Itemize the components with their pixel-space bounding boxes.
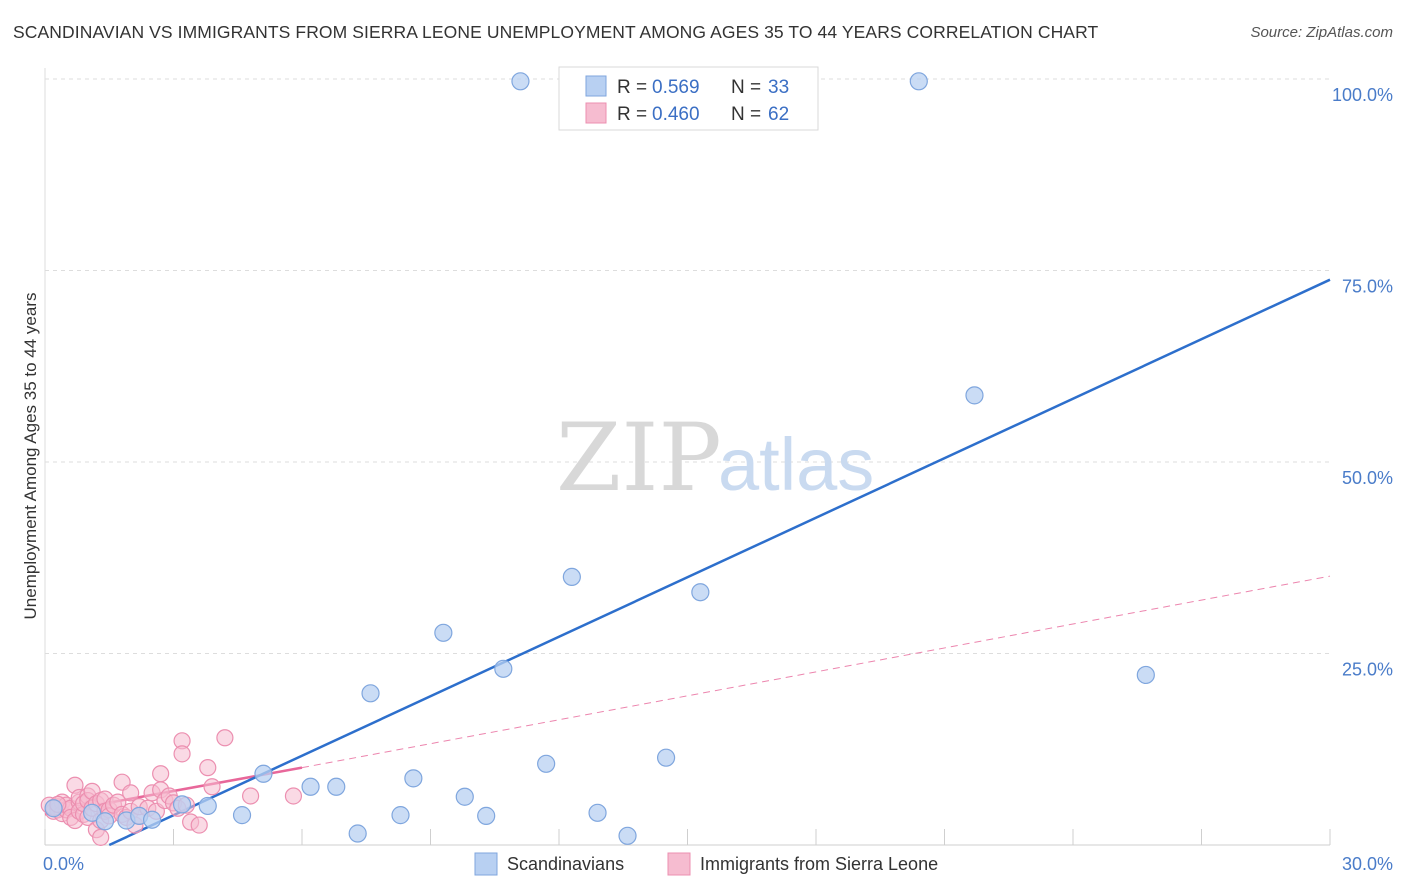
- data-point-scandinavians: [254, 764, 273, 783]
- data-point-scandinavians: [494, 659, 513, 678]
- data-point-scandinavians: [1136, 665, 1155, 685]
- data-point-scandinavians: [511, 72, 530, 91]
- data-point-scandinavians: [477, 806, 496, 825]
- data-point-scandinavians: [83, 803, 102, 822]
- data-point-scandinavians: [361, 684, 380, 703]
- correlation-legend: R = 0.569 N = 33 R = 0.460 N = 62: [558, 66, 819, 131]
- data-point-scandinavians: [391, 806, 410, 825]
- data-point-sierra-leone: [284, 787, 303, 805]
- watermark-atlas: atlas: [718, 423, 874, 506]
- chart-title: SCANDINAVIAN VS IMMIGRANTS FROM SIERRA L…: [13, 22, 1099, 42]
- series-scandinavians: [44, 72, 1155, 845]
- legend-r-label-1: R =: [617, 77, 647, 98]
- data-point-scandinavians: [327, 777, 346, 796]
- trend-line-sierra-leone-extension: [301, 575, 1331, 769]
- legend-swatch-blue: [585, 75, 607, 97]
- bottom-legend-swatch-pink: [667, 852, 691, 876]
- data-point-sierra-leone: [92, 828, 110, 846]
- data-point-scandinavians: [965, 386, 984, 405]
- y-axis-label: Unemployment Among Ages 35 to 44 years: [21, 293, 40, 620]
- legend-n-value-1: 33: [768, 77, 789, 98]
- data-point-scandinavians: [142, 810, 162, 829]
- data-point-sierra-leone: [122, 784, 140, 802]
- bottom-legend-label-scandinavians: Scandinavians: [507, 854, 624, 874]
- data-point-scandinavians: [44, 799, 63, 818]
- data-point-scandinavians: [301, 777, 320, 796]
- y-tick-label: 50.0%: [1342, 468, 1393, 488]
- trend-lines: [44, 278, 1331, 847]
- data-point-scandinavians: [172, 795, 192, 814]
- legend-r-label-2: R =: [617, 104, 647, 125]
- legend-r-value-1: 0.569: [652, 77, 700, 98]
- legend-n-label-2: N =: [731, 104, 761, 125]
- y-tick-label: 100.0%: [1332, 85, 1393, 105]
- legend-n-value-2: 62: [768, 104, 789, 125]
- legend-r-value-2: 0.460: [652, 104, 700, 125]
- x-tick-label: 30.0%: [1342, 854, 1393, 874]
- data-point-scandinavians: [95, 812, 115, 831]
- data-point-sierra-leone: [173, 745, 191, 763]
- data-point-sierra-leone: [216, 729, 234, 747]
- data-point-scandinavians: [618, 826, 637, 845]
- data-point-sierra-leone: [199, 759, 217, 777]
- x-tick-label: 0.0%: [43, 854, 84, 874]
- data-point-scandinavians: [232, 806, 252, 825]
- data-point-scandinavians: [455, 787, 474, 806]
- series-immigrants-sierra-leone: [40, 729, 303, 846]
- x-axis: [44, 829, 1331, 846]
- trend-line-scandinavians: [108, 278, 1331, 847]
- data-point-scandinavians: [588, 803, 607, 822]
- bottom-legend-label-sierra-leone: Immigrants from Sierra Leone: [700, 854, 938, 874]
- data-point-sierra-leone: [242, 787, 260, 805]
- data-point-scandinavians: [909, 72, 928, 91]
- data-point-scandinavians: [562, 567, 581, 587]
- y-tick-label: 75.0%: [1342, 277, 1393, 297]
- legend-n-label-1: N =: [731, 77, 761, 98]
- data-point-scandinavians: [434, 623, 453, 642]
- bottom-legend-swatch-blue: [474, 852, 498, 876]
- y-tick-labels: 25.0% 50.0% 75.0% 100.0%: [1332, 85, 1393, 680]
- data-point-scandinavians: [404, 769, 423, 788]
- data-point-scandinavians: [537, 754, 556, 773]
- data-point-sierra-leone: [203, 778, 221, 796]
- data-point-sierra-leone: [190, 816, 208, 834]
- data-point-scandinavians: [198, 796, 217, 816]
- data-point-scandinavians: [348, 824, 367, 843]
- data-point-scandinavians: [656, 748, 676, 767]
- x-tick-labels: 0.0% 30.0%: [43, 854, 1393, 874]
- legend-swatch-pink: [585, 102, 607, 124]
- source-credit: Source: ZipAtlas.com: [1250, 24, 1393, 41]
- data-point-scandinavians: [691, 583, 710, 602]
- watermark-zip: ZIP: [556, 404, 722, 513]
- y-tick-label: 25.0%: [1342, 660, 1393, 680]
- data-point-sierra-leone: [152, 765, 170, 783]
- series-legend: Scandinavians Immigrants from Sierra Leo…: [474, 852, 938, 876]
